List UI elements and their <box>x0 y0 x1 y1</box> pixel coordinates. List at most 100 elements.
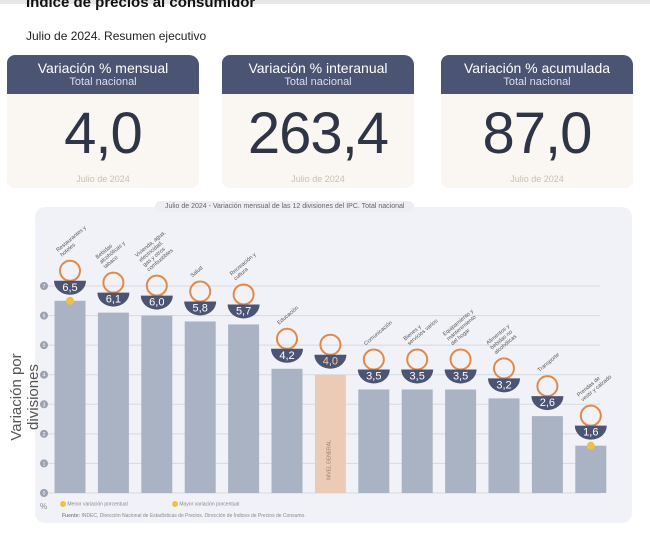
y-tick-label: 6 <box>43 314 46 320</box>
card-label: Variación % interanual <box>248 60 388 76</box>
bar <box>228 324 260 493</box>
value-badge <box>227 304 260 319</box>
category-label: Comunicación <box>363 320 394 347</box>
extreme-marker <box>586 441 595 450</box>
card-label: Variación % acumulada <box>463 60 611 76</box>
y-tick-marker <box>40 489 48 497</box>
value-label: 1,6 <box>583 427 598 439</box>
value-label: 6,5 <box>62 282 77 294</box>
value-badge <box>444 369 477 384</box>
category-label: Bienes yservicios varios <box>403 313 440 347</box>
value-badge <box>184 301 217 316</box>
bar <box>271 368 303 493</box>
category-label: Salud <box>190 265 205 279</box>
card-yearly: Variación % interanual Total nacional 263… <box>222 55 414 188</box>
value-label: 2,6 <box>540 397 555 409</box>
value-badge <box>54 280 86 295</box>
division-icon <box>493 357 515 380</box>
value-badge <box>488 378 520 393</box>
y-tick-label: 4 <box>43 373 46 379</box>
y-tick-label: 5 <box>43 343 46 349</box>
bar <box>401 389 433 493</box>
page-subtitle: Julio de 2024. Resumen ejecutivo <box>26 29 207 43</box>
division-icon <box>449 348 472 371</box>
y-tick-label: 2 <box>43 432 46 438</box>
card-value: 4,0 <box>64 101 143 166</box>
bar <box>141 315 173 493</box>
y-unit: % <box>40 502 48 511</box>
card-monthly: Variación % mensual Total nacional 4,0 Ju… <box>7 55 199 188</box>
y-tick-marker <box>40 459 48 468</box>
category-label: Alimentos ybebidas noalcohólicas <box>485 323 519 356</box>
y-tick-marker <box>40 282 48 290</box>
card-sublabel: Total nacional <box>284 76 352 88</box>
value-label: 4,0 <box>323 356 338 368</box>
division-icon <box>232 283 255 306</box>
source-label: Fuente: <box>62 513 81 519</box>
legend-marker <box>172 501 178 507</box>
division-icon <box>579 404 602 427</box>
value-label: 6,1 <box>106 294 121 306</box>
bar <box>54 300 86 493</box>
y-tick-label: 3 <box>43 402 46 408</box>
division-icon <box>362 348 385 371</box>
bar <box>314 374 346 493</box>
value-label: 6,0 <box>149 297 164 309</box>
top-border <box>0 0 650 4</box>
bar <box>358 389 390 493</box>
card-label: Variación % mensual <box>37 60 169 76</box>
value-label: 3,5 <box>453 371 468 383</box>
category-label: Transporte <box>537 352 561 374</box>
category-label: Bebidasalcohólicas ytabaco <box>95 236 131 270</box>
value-label: 5,8 <box>193 302 208 314</box>
chart-title: Julio de 2024 - Variación mensual de las… <box>155 201 415 212</box>
y-tick-marker <box>40 341 48 350</box>
value-badge <box>271 348 303 363</box>
category-label: Vivienda, agua,electricidad,gas y otrosc… <box>134 230 179 273</box>
bar <box>184 321 216 493</box>
y-tick-label: 0 <box>43 491 46 497</box>
bar <box>97 312 129 493</box>
value-label: 4,2 <box>279 350 294 362</box>
bar <box>445 389 477 493</box>
value-label: 5,7 <box>236 305 251 317</box>
legend-item-max: Mayor variación porcentual <box>172 501 239 507</box>
legend-label: Menor variación porcentual <box>67 501 128 508</box>
value-badge <box>314 354 347 369</box>
source-text: INDEC, Dirección Nacional de Estadística… <box>81 513 306 519</box>
value-badge <box>401 369 434 384</box>
y-tick-marker <box>40 370 48 379</box>
division-icon <box>189 280 212 303</box>
bar-label-general: NIVEL GENERAL <box>326 440 332 480</box>
bar <box>488 398 520 493</box>
y-tick-marker <box>40 311 48 320</box>
card-value: 87,0 <box>482 101 593 166</box>
card-date: Julio de 2024 <box>510 174 564 184</box>
legend-marker <box>60 501 66 507</box>
bar <box>575 445 607 493</box>
category-label: Recreación ycultura <box>229 252 262 282</box>
card-value: 263,4 <box>247 101 389 166</box>
division-icon <box>102 271 125 294</box>
y-tick-marker <box>40 429 48 438</box>
division-icon <box>406 348 429 371</box>
y-tick-marker <box>40 400 48 409</box>
source-note: Fuente: INDEC, Dirección Nacional de Est… <box>62 513 306 519</box>
bar <box>531 416 563 493</box>
division-icon <box>536 375 559 398</box>
division-icon <box>59 259 81 282</box>
card-sublabel: Total nacional <box>503 76 571 88</box>
card-date: Julio de 2024 <box>291 174 345 184</box>
category-label: Restaurantes yhoteles <box>55 225 91 258</box>
value-label: 3,5 <box>410 371 425 383</box>
value-badge <box>531 396 564 411</box>
card-sublabel: Total nacional <box>69 76 137 88</box>
card-date: Julio de 2024 <box>76 174 130 184</box>
value-label: 3,2 <box>496 379 511 391</box>
card-cumulative: Variación % acumulada Total nacional 87,0… <box>441 55 633 188</box>
value-badge <box>357 369 390 384</box>
y-tick-label: 7 <box>43 284 46 290</box>
value-label: 3,5 <box>366 371 381 383</box>
legend-label: Mayor variación porcentual <box>179 501 240 508</box>
